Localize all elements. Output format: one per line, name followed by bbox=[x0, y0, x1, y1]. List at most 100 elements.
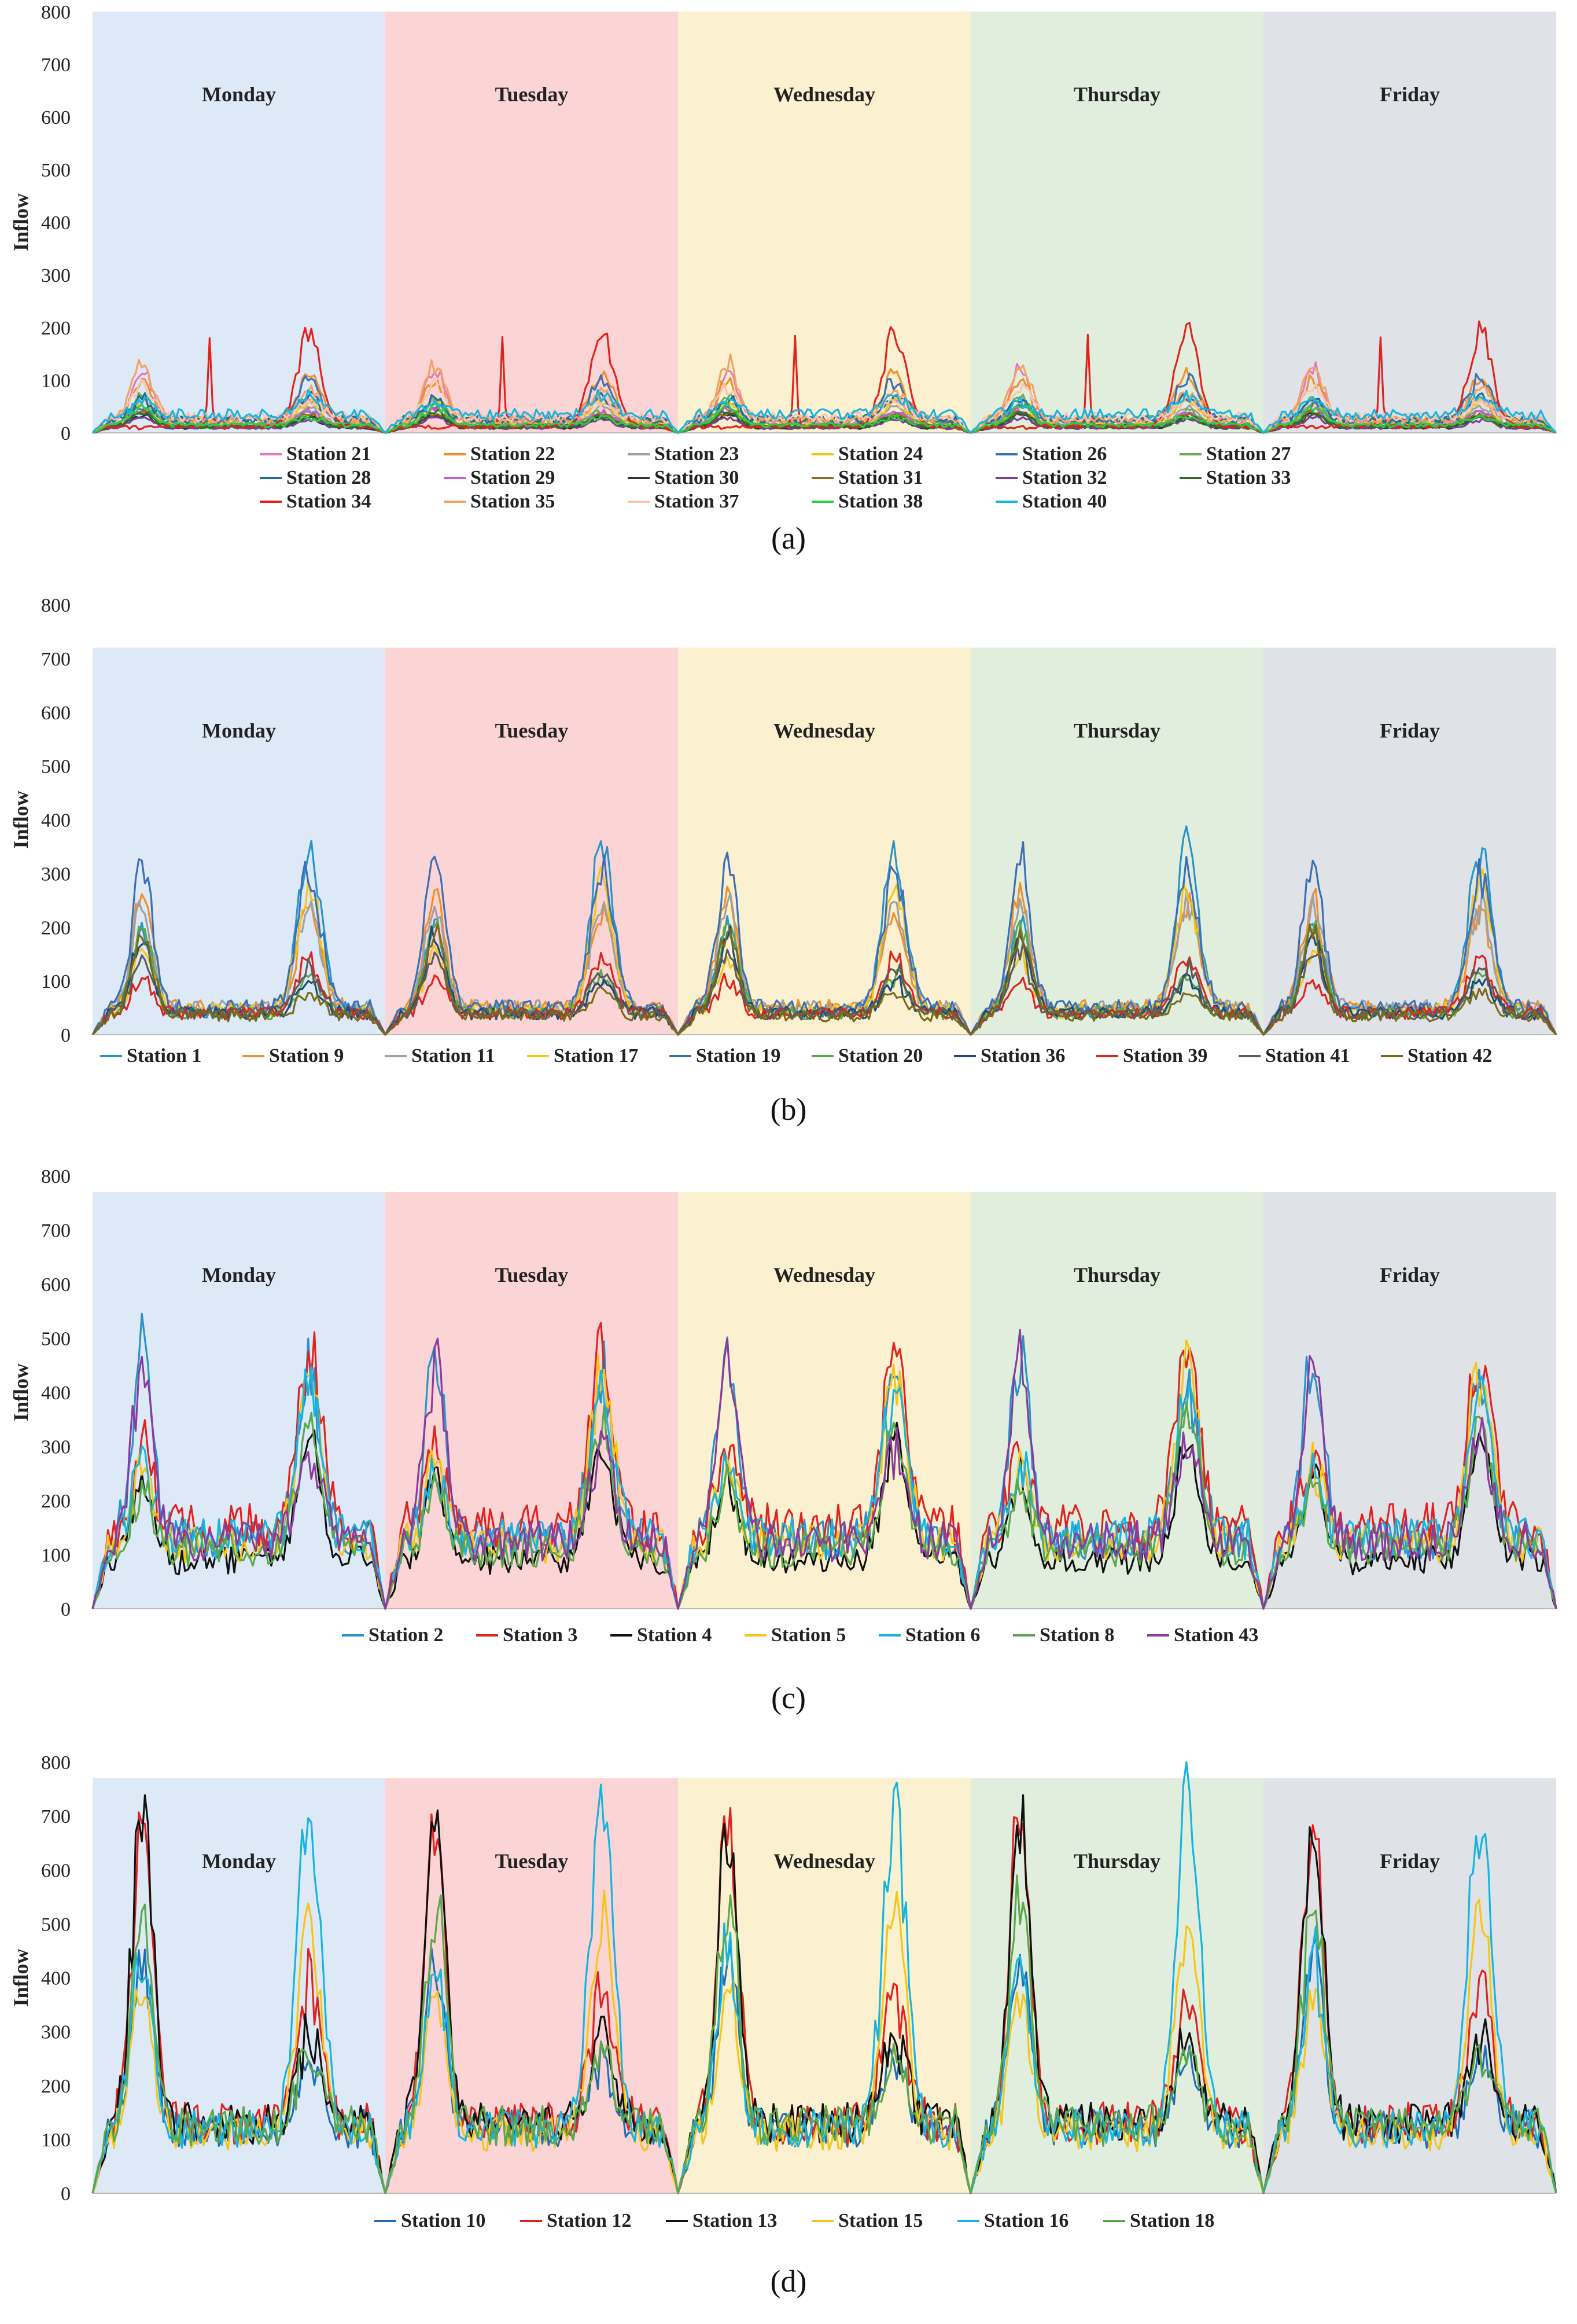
y-tick-label: 600 bbox=[41, 107, 71, 128]
legend-label: Station 4 bbox=[637, 1624, 712, 1646]
y-tick-label: 200 bbox=[41, 1491, 71, 1512]
day-label: Tuesday bbox=[495, 1263, 569, 1286]
y-tick-label: 200 bbox=[41, 2076, 71, 2097]
chart-panel: Monday Tuesday Wednesday Thursday Friday 0 100… bbox=[9, 1166, 1557, 1715]
y-tick-label: 100 bbox=[41, 370, 71, 392]
series-line bbox=[91, 1761, 1557, 2194]
y-tick-label: 400 bbox=[41, 1382, 71, 1404]
legend-label: Station 9 bbox=[269, 1045, 344, 1067]
series-line bbox=[91, 1874, 1557, 2194]
day-label: Tuesday bbox=[495, 719, 569, 742]
y-tick-label: 300 bbox=[41, 863, 71, 885]
y-tick-label: 0 bbox=[61, 1599, 71, 1620]
day-band bbox=[678, 12, 971, 433]
day-label: Monday bbox=[202, 719, 276, 742]
y-tick-label: 300 bbox=[41, 265, 71, 286]
day-label: Thursday bbox=[1074, 83, 1160, 106]
y-tick-label: 700 bbox=[41, 1220, 71, 1242]
y-tick-label: 700 bbox=[41, 54, 71, 76]
y-tick-label: 500 bbox=[41, 756, 71, 778]
day-label: Monday bbox=[202, 1263, 276, 1286]
y-tick-label: 700 bbox=[41, 649, 71, 670]
panel-label: (a) bbox=[771, 521, 806, 556]
day-label: Friday bbox=[1380, 83, 1440, 106]
legend-label: Station 20 bbox=[838, 1045, 923, 1067]
y-tick-label: 400 bbox=[41, 1968, 71, 1990]
y-tick-label: 300 bbox=[41, 2022, 71, 2043]
legend-label: Station 34 bbox=[286, 491, 371, 512]
legend-label: Station 19 bbox=[696, 1045, 780, 1067]
day-band bbox=[93, 12, 385, 433]
series-line bbox=[91, 940, 1557, 1036]
series-line bbox=[91, 1322, 1557, 1610]
legend-label: Station 43 bbox=[1174, 1624, 1258, 1646]
day-label: Wednesday bbox=[773, 1849, 875, 1873]
day-band bbox=[385, 12, 678, 433]
legend-label: Station 22 bbox=[470, 443, 555, 465]
day-label: Wednesday bbox=[773, 83, 875, 106]
y-tick-label: 500 bbox=[41, 160, 71, 181]
day-label: Friday bbox=[1380, 1263, 1440, 1286]
y-tick-label: 0 bbox=[61, 2183, 71, 2205]
y-tick-label: 100 bbox=[41, 971, 71, 992]
y-tick-label: 500 bbox=[41, 1329, 71, 1350]
y-tick-label: 700 bbox=[41, 1806, 71, 1827]
y-tick-label: 800 bbox=[41, 595, 71, 616]
legend-label: Station 21 bbox=[286, 443, 371, 465]
panel-label: (d) bbox=[771, 2264, 807, 2299]
y-axis-title: Inflow bbox=[9, 790, 32, 848]
legend-label: Station 40 bbox=[1022, 491, 1107, 512]
day-label: Wednesday bbox=[773, 719, 875, 742]
series-line bbox=[91, 389, 1557, 434]
day-label: Thursday bbox=[1074, 1263, 1160, 1286]
legend-label: Station 1 bbox=[127, 1045, 201, 1067]
legend-label: Station 33 bbox=[1206, 467, 1291, 488]
day-label: Monday bbox=[202, 83, 276, 106]
y-tick-label: 100 bbox=[41, 2130, 71, 2151]
legend-label: Station 16 bbox=[984, 2210, 1068, 2231]
chart-panel: Monday Tuesday Wednesday Thursday Friday 0 100… bbox=[9, 1752, 1557, 2299]
series-line bbox=[91, 1421, 1557, 1610]
y-tick-label: 800 bbox=[41, 1166, 71, 1187]
legend-label: Station 42 bbox=[1407, 1045, 1492, 1067]
panel-label: (c) bbox=[771, 1681, 806, 1715]
day-band bbox=[1263, 12, 1556, 433]
y-tick-label: 0 bbox=[61, 1025, 71, 1046]
legend-label: Station 12 bbox=[547, 2210, 631, 2231]
y-tick-label: 600 bbox=[41, 703, 71, 724]
series-line bbox=[91, 923, 1557, 1036]
y-tick-label: 200 bbox=[41, 917, 71, 939]
legend-label: Station 38 bbox=[838, 491, 923, 512]
day-band bbox=[385, 648, 678, 1035]
legend-label: Station 10 bbox=[401, 2210, 485, 2231]
legend-label: Station 29 bbox=[470, 467, 555, 488]
y-tick-label: 400 bbox=[41, 212, 71, 234]
y-tick-label: 500 bbox=[41, 1914, 71, 1935]
legend-label: Station 37 bbox=[654, 491, 739, 512]
legend-label: Station 17 bbox=[554, 1045, 638, 1067]
day-band bbox=[678, 648, 971, 1035]
day-label: Thursday bbox=[1074, 1849, 1160, 1873]
day-label: Monday bbox=[202, 1849, 276, 1873]
day-band bbox=[971, 12, 1263, 433]
panel-label: (b) bbox=[771, 1092, 807, 1127]
legend-label: Station 24 bbox=[838, 443, 923, 465]
legend-label: Station 31 bbox=[838, 467, 923, 488]
day-label: Friday bbox=[1380, 719, 1440, 742]
y-axis-title: Inflow bbox=[9, 1948, 32, 2006]
legend-label: Station 27 bbox=[1206, 443, 1291, 465]
y-tick-label: 600 bbox=[41, 1274, 71, 1296]
y-tick-label: 600 bbox=[41, 1860, 71, 1881]
legend-label: Station 15 bbox=[838, 2210, 923, 2231]
legend-label: Station 30 bbox=[654, 467, 739, 488]
legend-label: Station 3 bbox=[503, 1624, 577, 1646]
legend-label: Station 8 bbox=[1040, 1624, 1114, 1646]
series-line bbox=[92, 402, 1557, 434]
chart-panel: Monday Tuesday Wednesday Thursday Friday 0 100… bbox=[9, 2, 1557, 556]
legend-label: Station 35 bbox=[470, 491, 555, 512]
legend-label: Station 11 bbox=[411, 1045, 495, 1067]
day-band bbox=[93, 648, 385, 1035]
y-tick-label: 200 bbox=[41, 318, 71, 339]
legend-label: Station 18 bbox=[1130, 2210, 1214, 2231]
